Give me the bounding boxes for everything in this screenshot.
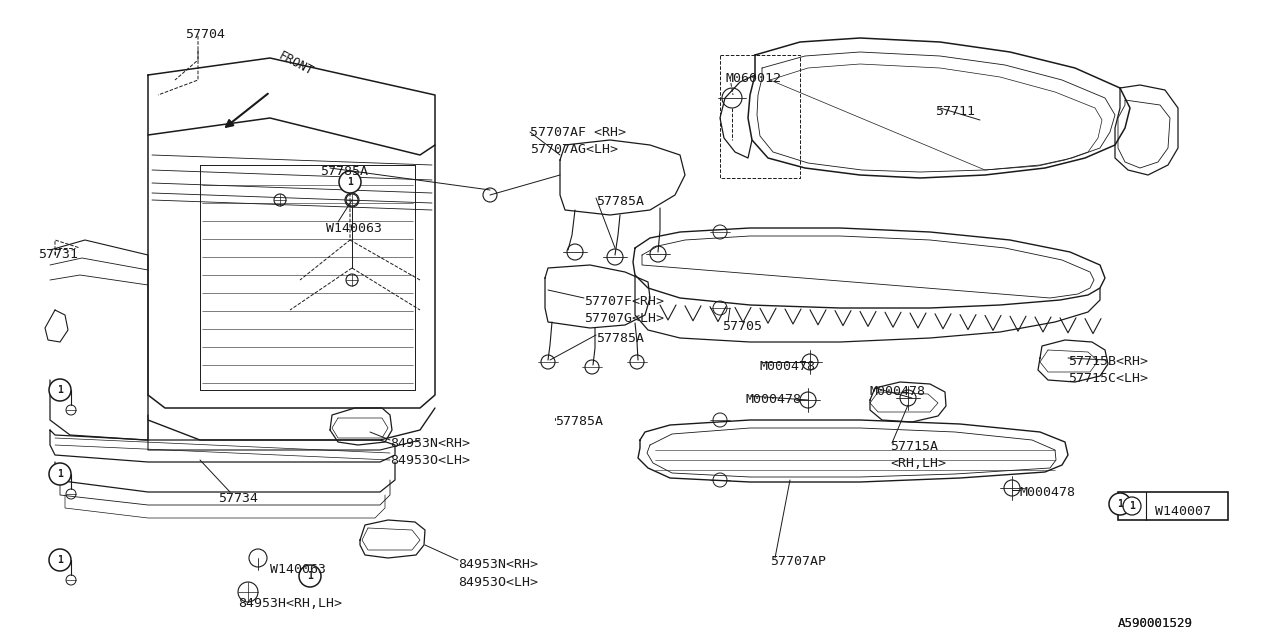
Text: FRONT: FRONT <box>276 49 315 78</box>
Text: 57705: 57705 <box>722 320 762 333</box>
Text: M000478: M000478 <box>745 393 801 406</box>
Text: 1: 1 <box>347 177 353 187</box>
Text: 57704: 57704 <box>186 28 225 41</box>
Text: 57734: 57734 <box>218 492 259 505</box>
Text: 84953O<LH>: 84953O<LH> <box>390 454 470 467</box>
Text: 84953O<LH>: 84953O<LH> <box>458 576 538 589</box>
Text: M000478: M000478 <box>760 360 817 373</box>
Text: M000478: M000478 <box>870 385 925 398</box>
Circle shape <box>300 565 321 587</box>
Text: 1: 1 <box>58 469 63 479</box>
Text: 84953H<RH,LH>: 84953H<RH,LH> <box>238 597 342 610</box>
Text: 57715A: 57715A <box>890 440 938 453</box>
Bar <box>1117 492 1228 520</box>
Text: 57715B<RH>: 57715B<RH> <box>1068 355 1148 368</box>
Text: 1: 1 <box>307 571 312 581</box>
Circle shape <box>49 379 70 401</box>
Text: 57707AF <RH>: 57707AF <RH> <box>530 126 626 139</box>
Text: 57715C<LH>: 57715C<LH> <box>1068 372 1148 385</box>
Text: A590001529: A590001529 <box>1117 617 1193 630</box>
Text: <RH,LH>: <RH,LH> <box>890 457 946 470</box>
Text: 57731: 57731 <box>38 248 78 261</box>
Text: 57707F<RH>: 57707F<RH> <box>584 295 664 308</box>
Text: 1: 1 <box>1117 499 1123 509</box>
Text: W140063: W140063 <box>270 563 326 576</box>
Text: M000478: M000478 <box>1020 486 1076 499</box>
Text: 57707AG<LH>: 57707AG<LH> <box>530 143 618 156</box>
Text: 57785A: 57785A <box>596 332 644 345</box>
Text: 1: 1 <box>58 555 63 565</box>
Text: 57711: 57711 <box>934 105 975 118</box>
Circle shape <box>1123 497 1140 515</box>
Circle shape <box>49 549 70 571</box>
Circle shape <box>339 171 361 193</box>
Text: W140063: W140063 <box>326 222 381 235</box>
Text: W140007: W140007 <box>1155 505 1211 518</box>
Text: M060012: M060012 <box>726 72 782 85</box>
Text: 1: 1 <box>1129 501 1135 511</box>
Text: A590001529: A590001529 <box>1117 617 1193 630</box>
Text: 57707AP: 57707AP <box>771 555 826 568</box>
Text: 57785A: 57785A <box>320 165 369 178</box>
Text: 84953N<RH>: 84953N<RH> <box>458 558 538 571</box>
Circle shape <box>1108 493 1132 515</box>
Circle shape <box>49 463 70 485</box>
Text: 57785A: 57785A <box>556 415 603 428</box>
Text: 57785A: 57785A <box>596 195 644 208</box>
Text: 57707G<LH>: 57707G<LH> <box>584 312 664 325</box>
Text: 1: 1 <box>58 385 63 395</box>
Text: 84953N<RH>: 84953N<RH> <box>390 437 470 450</box>
